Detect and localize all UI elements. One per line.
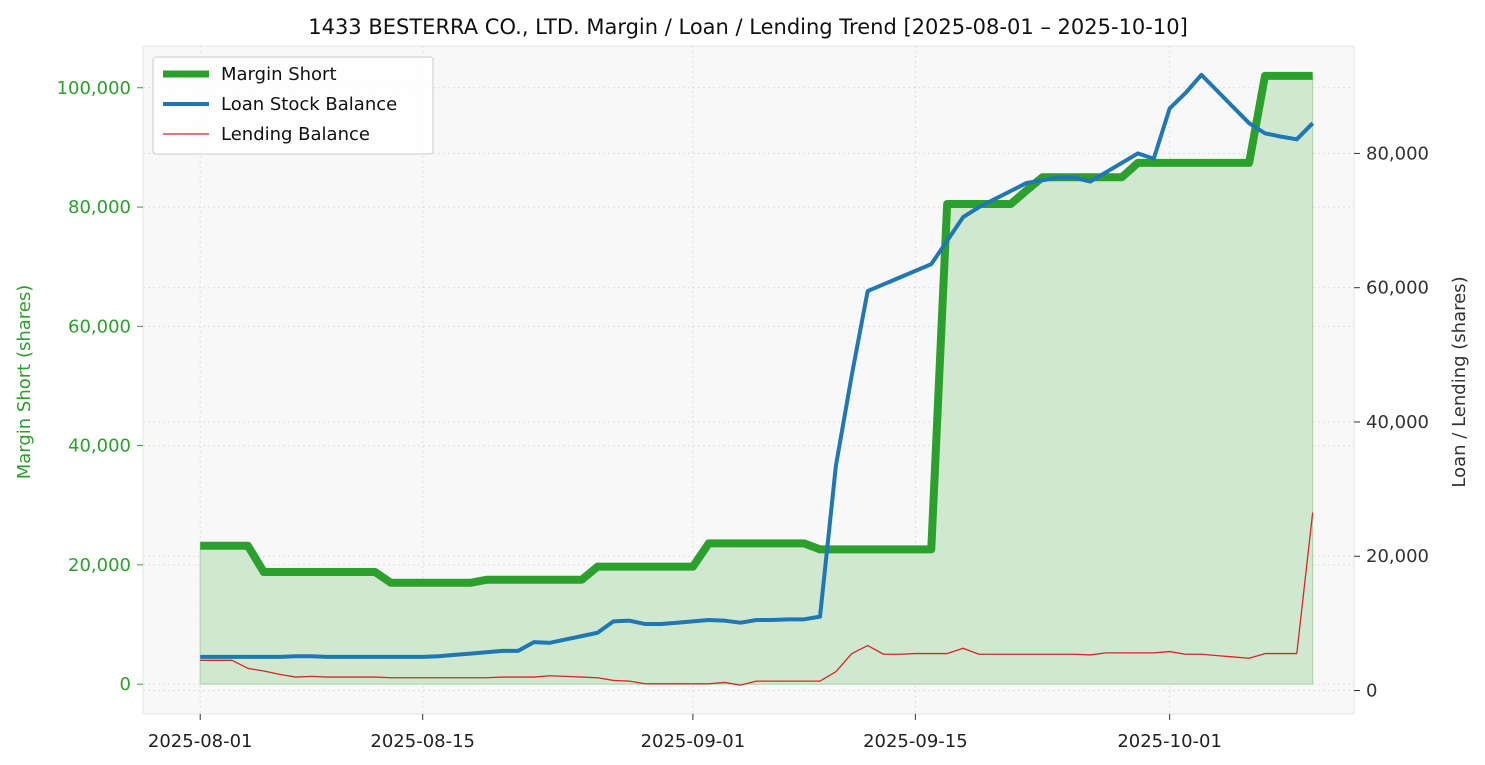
y-axis-label-right: Loan / Lending (shares) — [1449, 276, 1470, 487]
y-tick-label-left: 0 — [120, 674, 131, 695]
axes: 2025-08-01 2025-08-15 2025-09-01 2025-09-15… — [57, 78, 1429, 752]
series-lines — [200, 71, 1315, 686]
y-axis-label-left: Margin Short (shares) — [14, 285, 35, 480]
y-tick-label-right: 0 — [1366, 681, 1377, 702]
y-tick-label-right: 40,000 — [1366, 412, 1429, 433]
chart-title: 1433 BESTERRA CO., LTD. Margin / Loan / … — [308, 15, 1188, 39]
y-tick-label-right: 80,000 — [1366, 143, 1429, 164]
y-tick-label-left: 60,000 — [68, 316, 131, 337]
legend-box — [152, 56, 434, 155]
lending-balance-line — [200, 512, 1314, 686]
x-tick-label: 2025-09-01 — [641, 731, 746, 752]
legend-label-margin-short: Margin Short — [221, 64, 337, 85]
y-tick-label-left: 100,000 — [57, 78, 131, 99]
y-tick-label-left: 20,000 — [68, 555, 131, 576]
y-tick-label-right: 20,000 — [1366, 546, 1429, 567]
x-tick-label: 2025-09-15 — [863, 731, 968, 752]
margin-short-line — [200, 71, 1313, 587]
y-tick-label-left: 80,000 — [68, 197, 131, 218]
y-tick-label-right: 60,000 — [1366, 278, 1429, 299]
y-tick-label-left: 40,000 — [68, 436, 131, 457]
x-tick-label: 2025-10-01 — [1117, 731, 1222, 752]
legend-label-loan-stock-balance: Loan Stock Balance — [221, 94, 397, 115]
legend: Margin Short Loan Stock Balance Lending … — [152, 56, 434, 155]
loan-stock-balance-line — [200, 72, 1315, 659]
x-tick-label: 2025-08-01 — [148, 731, 253, 752]
plot-frame — [142, 45, 1355, 715]
legend-label-lending-balance: Lending Balance — [221, 124, 370, 145]
x-tick-label: 2025-08-15 — [370, 731, 475, 752]
